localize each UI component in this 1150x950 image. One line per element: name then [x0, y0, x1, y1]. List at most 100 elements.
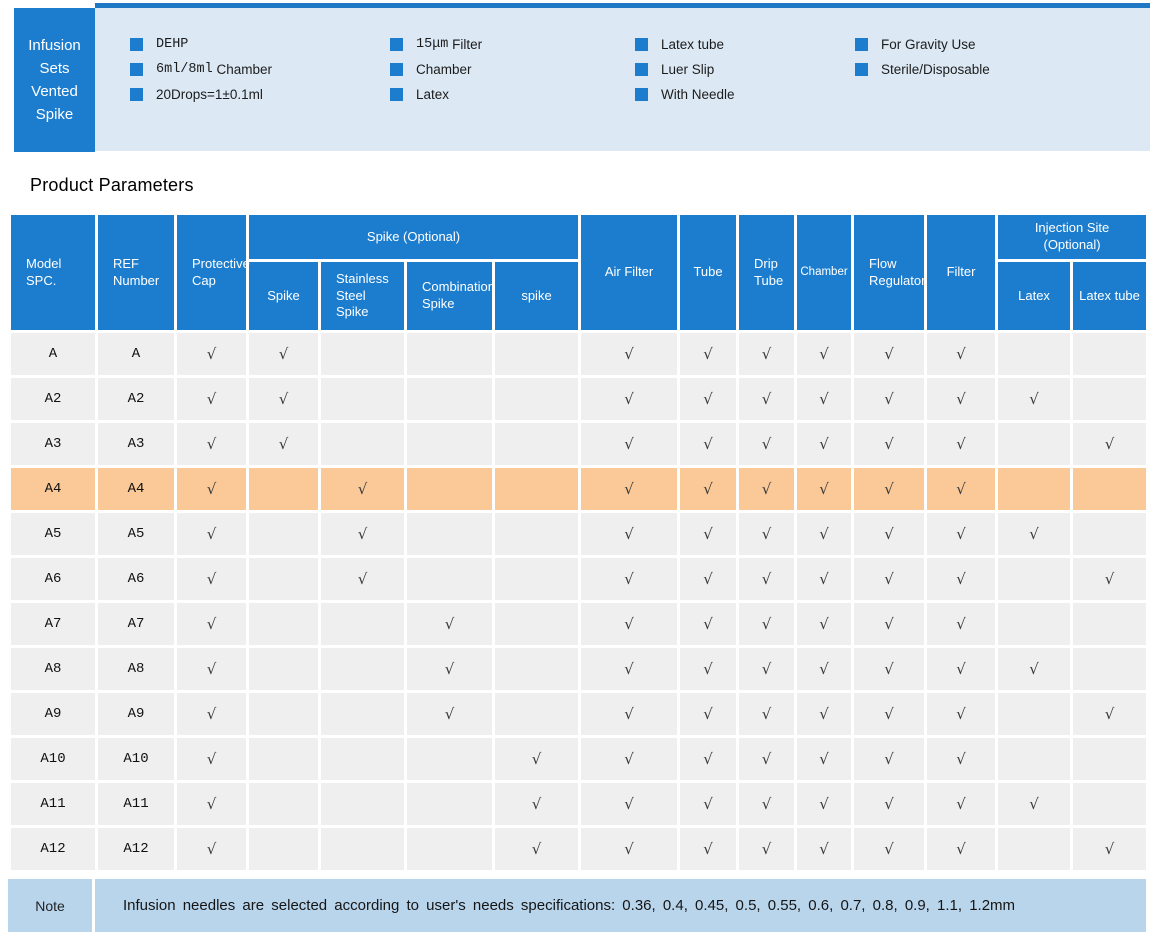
cell-check-spike	[246, 735, 321, 783]
cell-check-spike: √	[246, 330, 321, 378]
cell-check-filter: √	[924, 600, 999, 648]
cell-check-chamber: √	[794, 600, 855, 648]
feature-text: DEHP	[156, 37, 189, 52]
cell-ref-number: A5	[95, 510, 177, 558]
cell-ref-number: A4	[95, 465, 177, 513]
cell-check-flow_regulator: √	[851, 555, 928, 603]
col-header-filter: Filter	[924, 212, 999, 333]
cell-check-protective_cap: √	[174, 510, 249, 558]
cell-check-spike	[246, 780, 321, 828]
feature-column-2: 15μm Filter Chamber Latex	[390, 32, 482, 107]
cell-check-drip_tube: √	[736, 555, 798, 603]
bullet-square-icon	[855, 38, 868, 51]
feature-column-3: Latex tube Luer Slip With Needle	[635, 32, 735, 107]
cell-check-stainless_steel_spike	[318, 735, 407, 783]
feature-text: 20Drops=1±0.1ml	[156, 87, 263, 102]
cell-check-latex: √	[995, 645, 1074, 693]
cell-check-drip_tube: √	[736, 420, 798, 468]
cell-check-drip_tube: √	[736, 690, 798, 738]
table-row-A: A A √ √ √ √ √ √ √ √	[8, 330, 1150, 378]
feature-text: Latex	[416, 87, 450, 102]
cell-ref-number: A12	[95, 825, 177, 873]
cell-check-combination_spike	[404, 825, 495, 873]
feature-column-1: DEHP 6ml/8ml Chamber 20Drops=1±0.1ml	[130, 32, 272, 107]
cell-check-drip_tube: √	[736, 510, 798, 558]
table-row-A5: A5 A5 √ √ √ √ √ √ √ √ √	[8, 510, 1150, 558]
cell-check-drip_tube: √	[736, 735, 798, 783]
bullet-square-icon	[130, 63, 143, 76]
product-parameters-table: Model SPC. REF Number Protective Cap Spi…	[8, 212, 1150, 873]
cell-ref-number: A9	[95, 690, 177, 738]
bullet-square-icon	[390, 38, 403, 51]
cell-check-spike	[246, 645, 321, 693]
col-header-tube: Tube	[677, 212, 740, 333]
cell-check-air_filter: √	[578, 735, 681, 783]
cell-check-latex	[995, 420, 1074, 468]
table-row-A3: A3 A3 √ √ √ √ √ √ √ √ √	[8, 420, 1150, 468]
cell-model: A6	[8, 555, 98, 603]
cell-check-stainless_steel_spike	[318, 330, 407, 378]
cell-ref-number: A2	[95, 375, 177, 423]
cell-check-air_filter: √	[578, 510, 681, 558]
cell-check-stainless_steel_spike: √	[318, 510, 407, 558]
cell-check-protective_cap: √	[174, 330, 249, 378]
table-row-A8: A8 A8 √ √ √ √ √ √ √ √ √	[8, 645, 1150, 693]
cell-check-combination_spike	[404, 735, 495, 783]
cell-check-flow_regulator: √	[851, 420, 928, 468]
cell-check-latex	[995, 600, 1074, 648]
cell-check-latex_tube	[1070, 645, 1150, 693]
table-row-A10: A10 A10 √ √ √ √ √ √ √ √	[8, 735, 1150, 783]
cell-check-air_filter: √	[578, 330, 681, 378]
cell-ref-number: A8	[95, 645, 177, 693]
bullet-square-icon	[390, 63, 403, 76]
cell-check-air_filter: √	[578, 555, 681, 603]
cell-check-stainless_steel_spike	[318, 420, 407, 468]
cell-model: A11	[8, 780, 98, 828]
product-title: Infusion Sets Vented Spike	[14, 8, 95, 152]
cell-check-tube: √	[677, 645, 740, 693]
cell-check-spike_lower: √	[491, 825, 582, 873]
cell-check-spike_lower	[491, 555, 582, 603]
cell-check-air_filter: √	[578, 825, 681, 873]
cell-check-filter: √	[924, 465, 999, 513]
cell-check-tube: √	[677, 600, 740, 648]
cell-check-latex	[995, 825, 1074, 873]
cell-check-combination_spike	[404, 420, 495, 468]
cell-ref-number: A7	[95, 600, 177, 648]
cell-check-drip_tube: √	[736, 600, 798, 648]
cell-check-drip_tube: √	[736, 825, 798, 873]
cell-check-flow_regulator: √	[851, 465, 928, 513]
cell-check-spike	[246, 510, 321, 558]
col-group-spike-optional: Spike (Optional)	[245, 212, 582, 262]
cell-check-drip_tube: √	[736, 780, 798, 828]
cell-check-flow_regulator: √	[851, 330, 928, 378]
cell-check-protective_cap: √	[174, 825, 249, 873]
cell-check-stainless_steel_spike	[318, 600, 407, 648]
cell-ref-number: A3	[95, 420, 177, 468]
col-header-chamber: Chamber	[794, 212, 855, 333]
cell-check-spike	[246, 555, 321, 603]
cell-check-filter: √	[924, 825, 999, 873]
cell-model: A8	[8, 645, 98, 693]
cell-model: A7	[8, 600, 98, 648]
cell-check-filter: √	[924, 645, 999, 693]
col-group-injection-site-optional: Injection Site (Optional)	[995, 212, 1150, 262]
cell-check-tube: √	[677, 510, 740, 558]
feature-text: Latex tube	[661, 37, 725, 52]
feature-item: Chamber	[390, 57, 482, 82]
cell-check-latex: √	[995, 510, 1074, 558]
cell-check-chamber: √	[794, 690, 855, 738]
cell-check-drip_tube: √	[736, 645, 798, 693]
table-row-A7: A7 A7 √ √ √ √ √ √ √ √	[8, 600, 1150, 648]
cell-check-latex_tube	[1070, 600, 1150, 648]
col-header-air-filter: Air Filter	[578, 212, 681, 333]
cell-check-spike	[246, 690, 321, 738]
cell-check-drip_tube: √	[736, 465, 798, 513]
cell-check-latex	[995, 465, 1074, 513]
cell-check-combination_spike	[404, 555, 495, 603]
bullet-square-icon	[635, 63, 648, 76]
cell-check-stainless_steel_spike	[318, 690, 407, 738]
cell-check-filter: √	[924, 780, 999, 828]
feature-item: With Needle	[635, 82, 735, 107]
